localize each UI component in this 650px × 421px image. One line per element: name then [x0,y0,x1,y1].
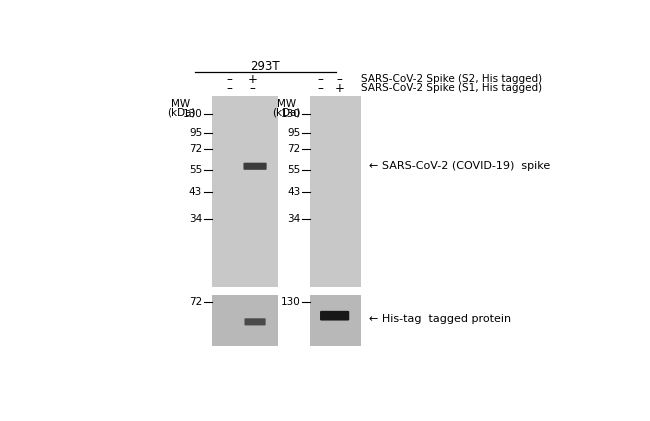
Bar [212,295,278,346]
Text: 130: 130 [281,109,300,119]
Text: 55: 55 [189,165,202,175]
Text: –: – [317,82,323,95]
Text: 34: 34 [287,214,300,224]
Text: 130: 130 [183,109,202,119]
Text: 34: 34 [189,214,202,224]
FancyBboxPatch shape [244,163,266,170]
Bar [311,96,361,287]
Text: –: – [250,82,255,95]
Text: 95: 95 [189,128,202,138]
Text: 72: 72 [189,144,202,155]
FancyBboxPatch shape [244,318,266,325]
Text: (kDa): (kDa) [167,108,195,118]
Text: MW: MW [277,99,296,109]
Text: (kDa): (kDa) [272,108,301,118]
Text: –: – [317,72,323,85]
Text: 95: 95 [287,128,300,138]
Text: 55: 55 [287,165,300,175]
Bar [311,295,361,346]
Text: 130: 130 [281,297,300,307]
Text: +: + [335,82,344,95]
Text: ← His-tag  tagged protein: ← His-tag tagged protein [369,314,512,324]
Text: 72: 72 [287,144,300,155]
Text: 43: 43 [189,187,202,197]
Text: –: – [337,72,343,85]
Text: 293T: 293T [250,60,280,72]
Text: SARS-CoV-2 Spike (S2, His tagged): SARS-CoV-2 Spike (S2, His tagged) [361,74,542,84]
Text: MW: MW [172,99,190,109]
Text: 72: 72 [189,297,202,307]
Text: +: + [248,72,257,85]
Text: –: – [227,72,233,85]
Text: –: – [227,82,233,95]
Bar [212,96,278,287]
FancyBboxPatch shape [320,311,349,320]
Text: ← SARS-CoV-2 (COVID-19)  spike: ← SARS-CoV-2 (COVID-19) spike [369,161,551,171]
Text: SARS-CoV-2 Spike (S1, His tagged): SARS-CoV-2 Spike (S1, His tagged) [361,83,542,93]
Text: 43: 43 [287,187,300,197]
